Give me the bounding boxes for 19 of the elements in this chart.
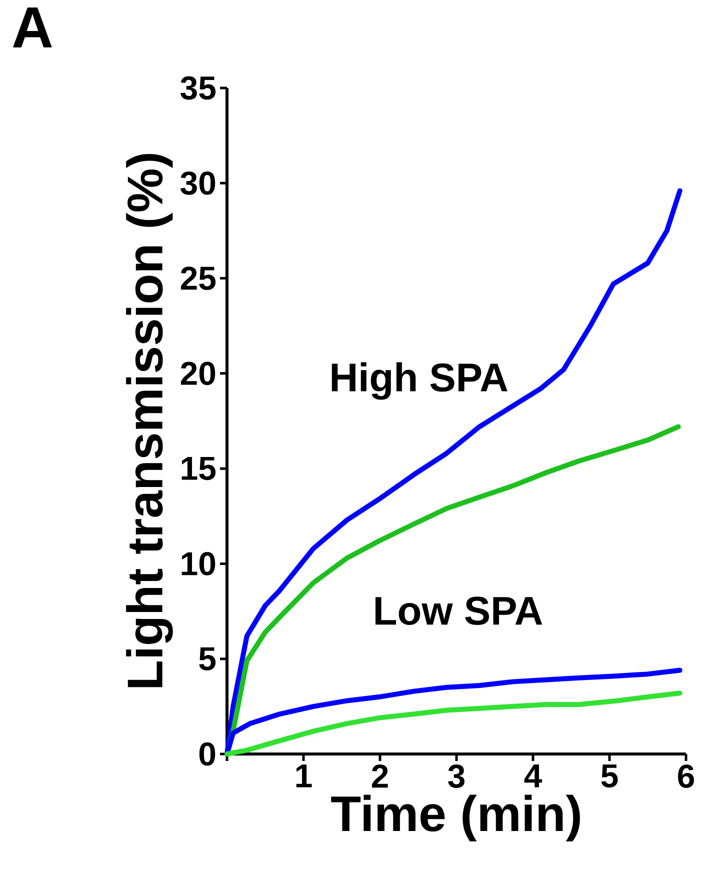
y-axis-title: Light transmission (%) — [126, 154, 173, 688]
text: A — [12, 8, 52, 48]
x-tick-label: 2 — [372, 764, 388, 788]
x-axis-title: Time (min) — [331, 794, 580, 842]
x-tick-label: 6 — [678, 764, 694, 788]
y-tick-label: 30 — [180, 171, 216, 195]
y-tick-label: 10 — [182, 552, 216, 576]
y-tick-label: 5 — [199, 647, 216, 670]
x-tick-label: 1 — [296, 764, 312, 788]
y-tick-label: 20 — [180, 362, 216, 386]
y-tick-label: 15 — [182, 457, 216, 480]
annotation: Low SPA — [376, 596, 542, 625]
x-tick-label: 5 — [601, 764, 618, 788]
annotation: High SPA — [332, 362, 508, 400]
x-tick-label: 4 — [524, 764, 542, 788]
y-tick-label: 0 — [199, 742, 216, 766]
x-tick-label: 3 — [448, 764, 464, 788]
y-tick-label: 35 — [180, 76, 216, 100]
y-tick-label: 25 — [180, 266, 216, 290]
